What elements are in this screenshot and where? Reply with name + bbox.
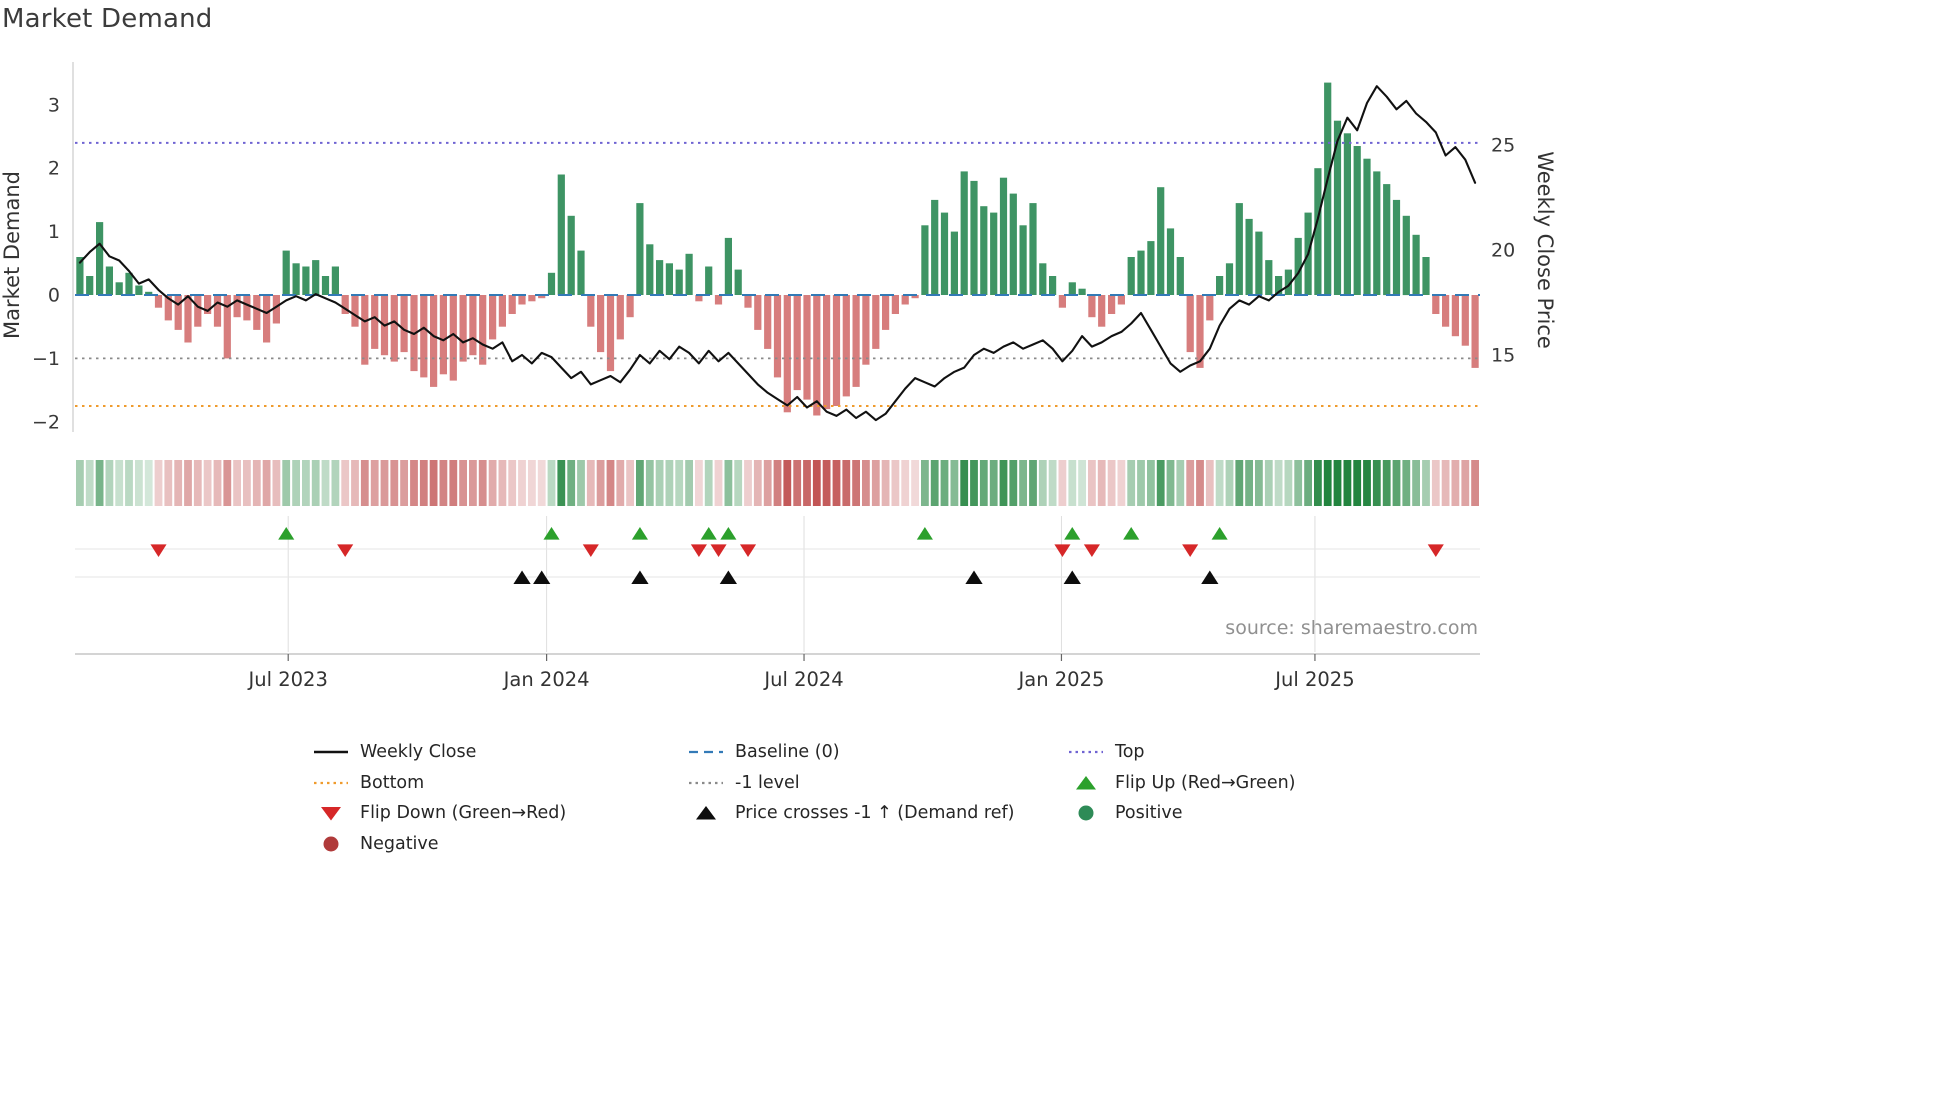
left-y-tick-label: 0 (48, 285, 60, 307)
legend-item-1-level: -1 level (687, 768, 1067, 799)
axes-spines (72, 62, 1480, 655)
legend-label: Top (1115, 742, 1145, 763)
legend-label: Price crosses -1 ↑ (Demand ref) (735, 803, 1015, 824)
x-tick-label: Jul 2023 (247, 668, 328, 691)
triangle-up-icon (696, 806, 716, 820)
demand-heatmap-strip (76, 460, 1479, 506)
weekly-close-line (78, 85, 1477, 422)
legend-item-flip-up-red-green: Flip Up (Red→Green) (1067, 768, 1427, 799)
legend-label: Weekly Close (360, 742, 477, 763)
y-axis-tick-labels: 3 2 1 0 −1 −2 25 20 15 (32, 94, 1515, 433)
legend-item-top: Top (1067, 737, 1427, 768)
legend-label: Bottom (360, 772, 425, 793)
legend-item-price-crosses-1-demand-ref: Price crosses -1 ↑ (Demand ref) (687, 798, 1067, 829)
legend-item-positive: Positive (1067, 798, 1427, 829)
price-cross-markers (513, 570, 1219, 584)
left-y-tick-label: −2 (32, 411, 60, 433)
legend: Weekly Close Bottom Flip Down (Green→Red) N… (312, 737, 1427, 859)
triangle-down-icon (321, 807, 341, 821)
circle-icon (323, 836, 339, 852)
left-y-tick-label: 2 (48, 158, 60, 180)
x-tick-label: Jul 2025 (1273, 668, 1354, 691)
x-tick-label: Jul 2024 (762, 668, 843, 691)
legend-label: Positive (1115, 803, 1183, 824)
legend-item-bottom: Bottom (312, 768, 687, 799)
legend-item-weekly-close: Weekly Close (312, 737, 687, 768)
source-caption: source: sharemaestro.com (1225, 617, 1478, 639)
left-y-tick-label: 3 (48, 94, 60, 116)
dotted-line-icon (314, 781, 348, 784)
legend-label: -1 level (735, 772, 800, 793)
x-axis-tick-labels: Jul 2023 Jan 2024 Jul 2024 Jan 2025 Jul 2025 (247, 654, 1355, 691)
x-tick-label: Jan 2024 (502, 668, 590, 691)
legend-item-negative: Negative (312, 829, 687, 860)
dotted-line-icon (1069, 751, 1103, 754)
circle-icon (1078, 805, 1094, 821)
legend-column-2: Baseline (0) -1 level Price crosses -1 ↑ (… (687, 737, 1067, 859)
right-y-tick-label: 20 (1491, 240, 1515, 262)
line-icon (314, 750, 348, 754)
demand-bars (76, 82, 1479, 416)
dotted-line-icon (689, 781, 723, 784)
dashed-line-icon (689, 751, 723, 754)
left-y-tick-label: 1 (48, 221, 60, 243)
right-y-tick-label: 25 (1491, 135, 1515, 157)
legend-column-3: Top Flip Up (Red→Green) Positive (1067, 737, 1427, 859)
left-y-tick-label: −1 (32, 348, 60, 370)
page-title: Market Demand (2, 4, 213, 34)
left-axis-title: Market Demand (0, 171, 24, 339)
legend-label: Flip Up (Red→Green) (1115, 772, 1296, 793)
legend-label: Negative (360, 833, 439, 854)
legend-label: Baseline (0) (735, 742, 840, 763)
x-tick-label: Jan 2025 (1017, 668, 1105, 691)
legend-item-baseline-0: Baseline (0) (687, 737, 1067, 768)
flip-down-markers (150, 544, 1444, 557)
legend-label: Flip Down (Green→Red) (360, 803, 567, 824)
legend-item-flip-down-green-red: Flip Down (Green→Red) (312, 798, 687, 829)
triangle-up-icon (1076, 775, 1096, 790)
market-demand-chart: Market Demand Weekly Close Price source:… (0, 62, 1557, 691)
flip-up-markers (278, 527, 1228, 540)
right-y-tick-label: 15 (1491, 345, 1515, 367)
level-lines (75, 141, 1480, 407)
legend-column-1: Weekly Close Bottom Flip Down (Green→Red) N… (312, 737, 687, 859)
right-axis-title: Weekly Close Price (1533, 151, 1557, 349)
